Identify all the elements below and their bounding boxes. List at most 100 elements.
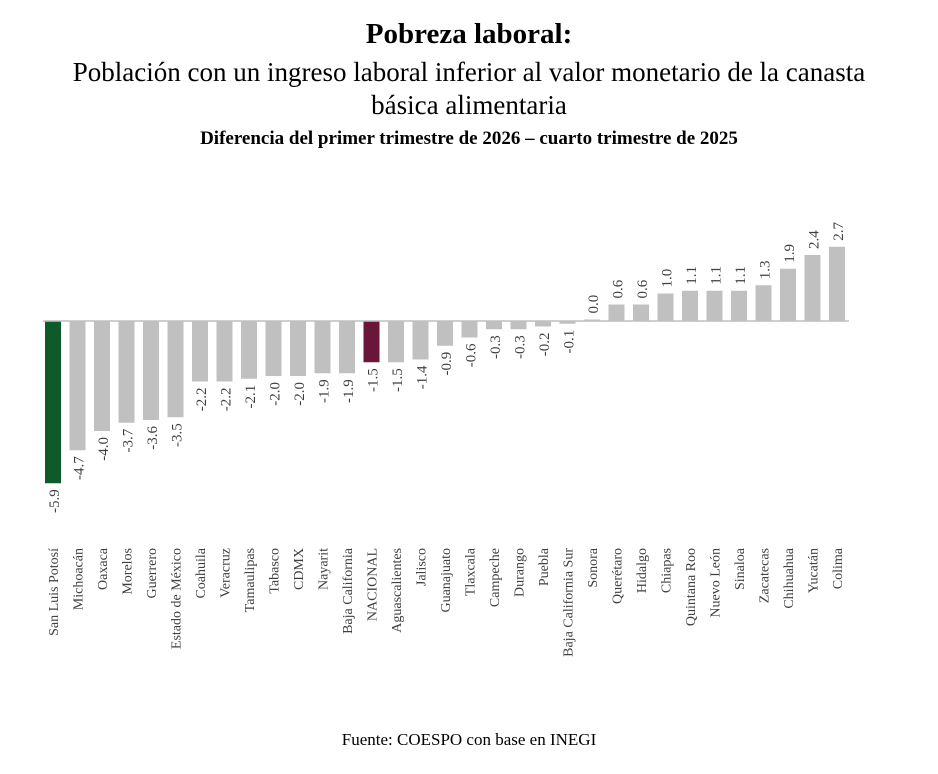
category-label-10: CDMX [292,548,307,590]
chart-title: Pobreza laboral: [365,18,573,50]
value-label-29: 1.3 [758,261,774,280]
value-label-24: 0.6 [635,279,651,298]
value-label-16: -0.9 [439,352,455,376]
value-label-28: 1.1 [733,266,749,285]
category-label-1: Michoacán [72,548,87,610]
bar-10 [290,321,306,376]
category-label-26: Quintana Roo [684,548,699,626]
bar-9 [265,321,282,376]
category-label-2: Oaxaca [96,547,111,590]
chart-period: Diferencia del primer trimestre de 2026 … [200,128,738,149]
bar-20 [535,321,551,327]
category-label-25: Chiapas [660,548,675,593]
category-label-27: Nuevo León [709,548,724,618]
value-label-30: 1.9 [782,244,798,263]
value-label-10: -2.0 [292,382,308,406]
value-label-9: -2.0 [268,382,284,406]
bar-27 [706,290,723,321]
bar-13 [363,321,380,363]
bar-3 [118,321,135,423]
bar-8 [241,321,257,379]
bar-0 [45,321,61,484]
category-label-5: Estado de México [170,548,185,649]
value-label-23: 0.6 [611,279,627,298]
category-label-4: Guerrero [145,548,160,599]
value-label-2: -4.0 [96,437,112,461]
category-label-21: Baja California Sur [562,548,577,657]
category-label-8: Tamaulipas [243,548,258,612]
value-label-22: 0.0 [586,295,602,314]
value-label-32: 2.7 [831,222,847,241]
value-label-18: -0.3 [488,335,504,359]
value-label-20: -0.2 [537,333,553,357]
bar-7 [216,321,233,382]
value-label-4: -3.6 [145,426,161,450]
category-label-18: Campeche [488,548,503,607]
bar-15 [412,321,429,360]
category-label-6: Coahuila [194,547,209,598]
bar-30 [780,268,796,321]
category-label-9: Tabasco [268,548,283,594]
bar-19 [510,321,527,330]
value-label-0: -5.9 [47,489,63,513]
bar-2 [94,321,110,431]
category-label-24: Hidalgo [635,548,650,593]
category-label-19: Durango [513,548,528,597]
category-label-20: Puebla [537,547,552,586]
source-note: Fuente: COESPO con base en INEGI [341,730,597,749]
value-label-15: -1.4 [415,365,431,389]
bar-24 [633,304,649,321]
value-label-12: -1.9 [341,379,357,403]
value-label-19: -0.3 [513,335,529,359]
category-label-30: Chihuahua [782,547,797,608]
value-label-31: 2.4 [807,230,823,249]
category-label-14: Aguascalientes [390,548,405,633]
category-label-28: Sinaloa [733,547,748,590]
bar-23 [608,304,625,321]
bar-21 [559,321,576,324]
bar-1 [69,321,86,451]
bar-4 [143,321,159,420]
bar-12 [339,321,355,374]
chart-subtitle: Población con un ingreso laboral inferio… [72,57,866,120]
value-label-7: -2.2 [219,388,235,412]
value-label-26: 1.1 [684,266,700,285]
category-label-31: Yucatán [807,548,822,593]
bar-6 [192,321,208,382]
value-label-17: -0.6 [464,343,480,367]
bar-18 [486,321,502,330]
category-label-12: Baja California [341,547,356,634]
category-label-11: Nayarit [317,548,332,590]
bar-11 [314,321,331,374]
bar-28 [731,290,747,321]
bar-16 [437,321,453,346]
bar-17 [461,321,478,338]
value-label-6: -2.2 [194,388,210,412]
value-label-21: -0.1 [562,330,578,354]
category-label-13: NACIONAL [366,548,381,621]
value-label-5: -3.5 [170,423,186,447]
category-label-15: Jalisco [415,548,430,586]
category-label-32: Colima [831,547,846,589]
value-label-13: -1.5 [366,368,382,392]
value-label-8: -2.1 [243,385,259,409]
category-label-16: Guanajuato [439,548,454,613]
bar-14 [388,321,404,363]
value-label-14: -1.5 [390,368,406,392]
value-label-3: -3.7 [121,428,137,452]
category-label-23: Querétaro [611,548,626,604]
bar-26 [682,290,698,321]
bar-29 [755,285,772,321]
value-label-1: -4.7 [72,456,88,480]
category-label-7: Veracruz [219,548,234,598]
bar-5 [167,321,184,418]
category-label-29: Zacatecas [758,548,773,603]
bar-32 [829,246,845,321]
category-label-3: Morelos [121,548,136,595]
bar-25 [657,293,674,321]
category-label-17: Tlaxcala [464,547,479,596]
bar-31 [804,255,821,321]
category-label-22: Sonora [586,547,601,587]
category-label-0: San Luis Potosí [47,548,62,636]
